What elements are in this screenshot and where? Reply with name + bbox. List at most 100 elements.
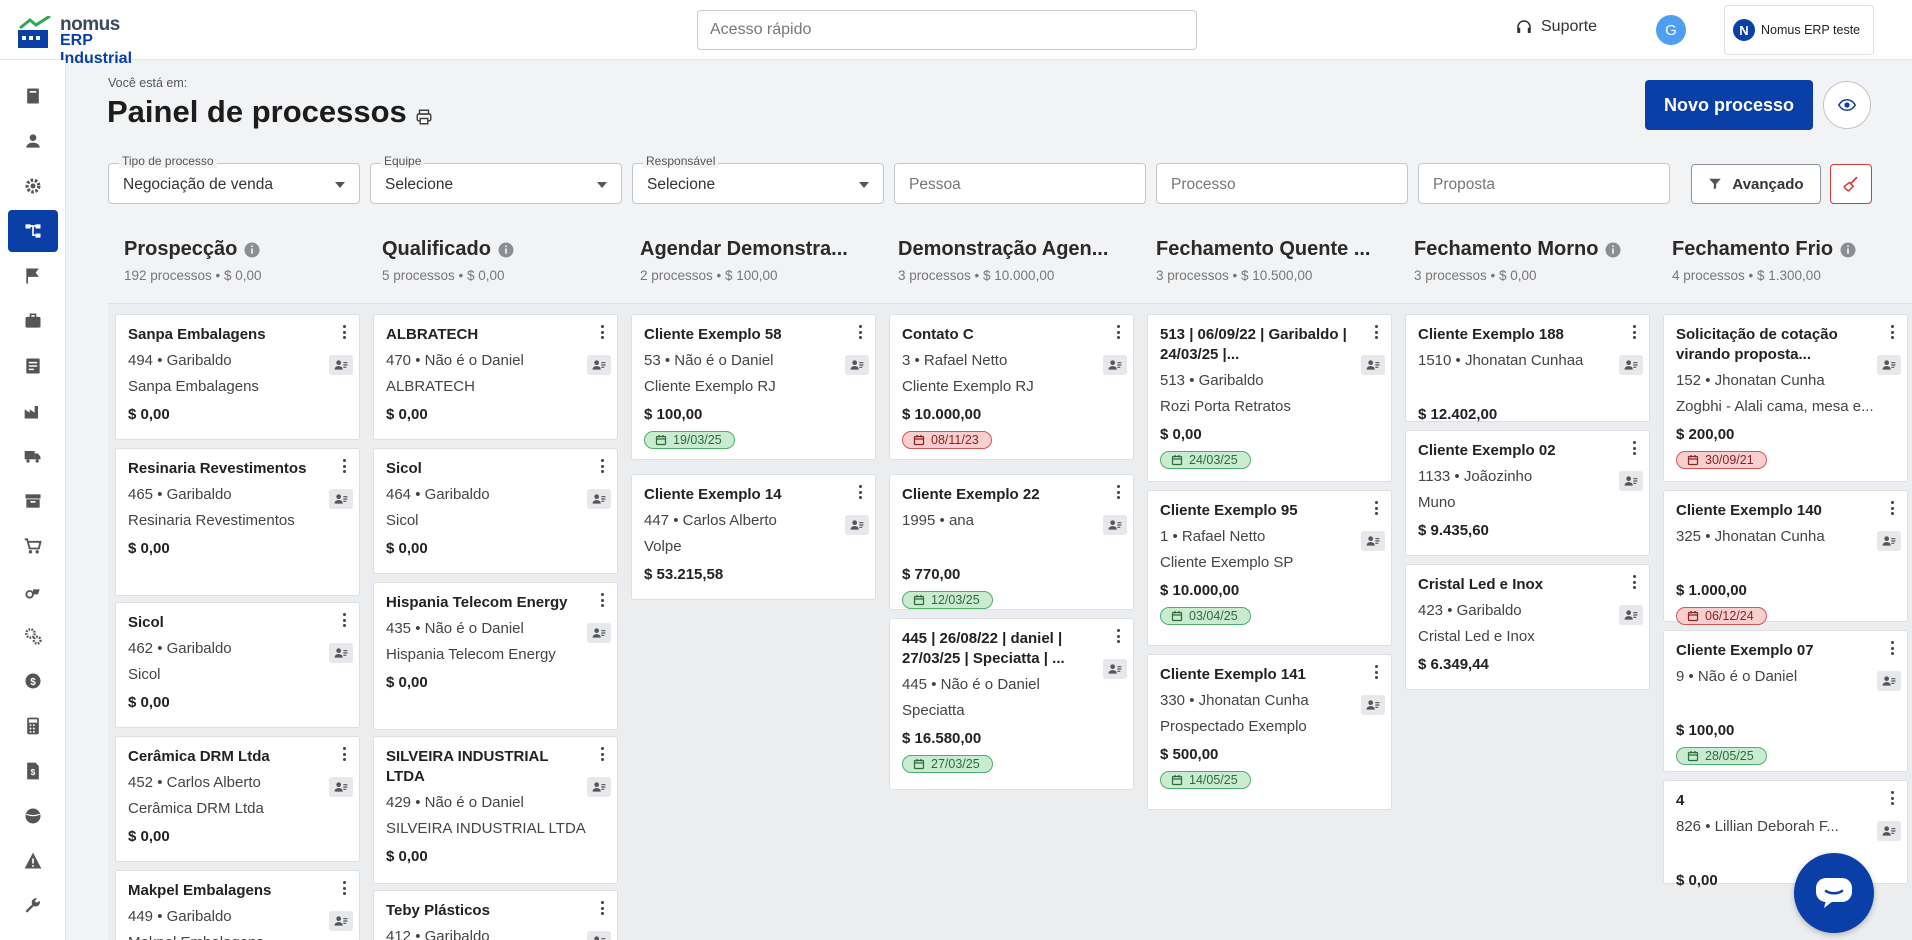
- process-card[interactable]: Sanpa Embalagens 494 • Garibaldo Sanpa Emb…: [115, 314, 360, 440]
- card-menu-icon[interactable]: [337, 745, 351, 763]
- assign-user-icon[interactable]: [587, 777, 611, 797]
- process-card[interactable]: Sicol 462 • Garibaldo Sicol $ 0,00: [115, 602, 360, 728]
- card-menu-icon[interactable]: [595, 457, 609, 475]
- card-menu-icon[interactable]: [1369, 663, 1383, 681]
- sidebar-item-agriculture[interactable]: [8, 570, 58, 612]
- sidebar-item-document-list[interactable]: [8, 345, 58, 387]
- company-selector[interactable]: N Nomus ERP teste: [1724, 5, 1874, 55]
- process-card[interactable]: SILVEIRA INDUSTRIAL LTDA 429 • Não é o Da…: [373, 736, 618, 884]
- sidebar-item-calculator[interactable]: [8, 705, 58, 747]
- card-menu-icon[interactable]: [1885, 789, 1899, 807]
- sidebar-item-warning[interactable]: [8, 840, 58, 882]
- info-icon[interactable]: [1839, 241, 1857, 259]
- process-card[interactable]: Cliente Exemplo 140 325 • Jhonatan Cunha $…: [1663, 490, 1908, 625]
- process-card[interactable]: Cliente Exemplo 95 1 • Rafael Netto Client…: [1147, 490, 1392, 646]
- assign-user-icon[interactable]: [1361, 531, 1385, 551]
- process-card[interactable]: ALBRATECH 470 • Não é o Daniel ALBRATECH $ …: [373, 314, 618, 440]
- visibility-button[interactable]: [1823, 81, 1871, 129]
- proposal-input[interactable]: Proposta: [1418, 163, 1670, 204]
- sidebar-item-shopping-cart[interactable]: [8, 525, 58, 567]
- sidebar-item-wrench[interactable]: [8, 885, 58, 927]
- process-card[interactable]: 445 | 26/08/22 | daniel | 27/03/25 | Spe…: [889, 618, 1134, 790]
- print-icon[interactable]: [415, 108, 433, 126]
- assign-user-icon[interactable]: [1103, 355, 1127, 375]
- advanced-filter-button[interactable]: Avançado: [1691, 164, 1821, 204]
- assign-user-icon[interactable]: [587, 355, 611, 375]
- nomus-logo[interactable]: nomus ERP Industrial: [18, 12, 168, 67]
- card-menu-icon[interactable]: [337, 323, 351, 341]
- clear-filters-button[interactable]: [1830, 164, 1872, 204]
- sidebar-item-globe[interactable]: [8, 795, 58, 837]
- assign-user-icon[interactable]: [1619, 355, 1643, 375]
- support-link[interactable]: Suporte: [1515, 18, 1597, 36]
- sidebar-item-process-flow[interactable]: [8, 210, 58, 252]
- sidebar-item-book[interactable]: [8, 75, 58, 117]
- sidebar-item-dollar-circle[interactable]: $: [8, 660, 58, 702]
- process-card[interactable]: Solicitação de cotação virando proposta.…: [1663, 314, 1908, 482]
- card-menu-icon[interactable]: [1885, 323, 1899, 341]
- assign-user-icon[interactable]: [329, 911, 353, 931]
- assign-user-icon[interactable]: [587, 623, 611, 643]
- info-icon[interactable]: [497, 241, 515, 259]
- assign-user-icon[interactable]: [587, 931, 611, 940]
- sidebar-item-briefcase[interactable]: [8, 300, 58, 342]
- card-menu-icon[interactable]: [1111, 323, 1125, 341]
- assign-user-icon[interactable]: [329, 777, 353, 797]
- responsible-select[interactable]: Responsável Selecione: [632, 154, 884, 204]
- sidebar-item-gears[interactable]: [8, 615, 58, 657]
- process-card[interactable]: Resinaria Revestimentos 465 • Garibaldo Re…: [115, 448, 360, 596]
- card-menu-icon[interactable]: [595, 591, 609, 609]
- process-card[interactable]: Cliente Exemplo 141 330 • Jhonatan Cunha P…: [1147, 654, 1392, 810]
- process-input[interactable]: Processo: [1156, 163, 1408, 204]
- card-menu-icon[interactable]: [1369, 323, 1383, 341]
- process-type-select[interactable]: Tipo de processo Negociação de venda: [108, 154, 360, 204]
- card-menu-icon[interactable]: [1627, 439, 1641, 457]
- card-menu-icon[interactable]: [853, 483, 867, 501]
- assign-user-icon[interactable]: [1619, 471, 1643, 491]
- card-menu-icon[interactable]: [853, 323, 867, 341]
- person-input[interactable]: Pessoa: [894, 163, 1146, 204]
- assign-user-icon[interactable]: [1103, 659, 1127, 679]
- assign-user-icon[interactable]: [329, 355, 353, 375]
- assign-user-icon[interactable]: [845, 515, 869, 535]
- card-menu-icon[interactable]: [1627, 323, 1641, 341]
- process-card[interactable]: 4 826 • Lillian Deborah F... $ 0,00: [1663, 780, 1908, 889]
- process-card[interactable]: Cliente Exemplo 22 1995 • ana $ 770,00 12/0…: [889, 474, 1134, 610]
- sidebar-item-archive-box[interactable]: [8, 480, 58, 522]
- assign-user-icon[interactable]: [1103, 515, 1127, 535]
- sidebar-item-factory[interactable]: [8, 390, 58, 432]
- assign-user-icon[interactable]: [1877, 355, 1901, 375]
- chat-support-button[interactable]: [1794, 853, 1874, 933]
- assign-user-icon[interactable]: [587, 489, 611, 509]
- sidebar-item-invoice-dollar[interactable]: $: [8, 750, 58, 792]
- process-card[interactable]: Cliente Exemplo 188 1510 • Jhonatan Cunha…: [1405, 314, 1650, 423]
- process-card[interactable]: 513 | 06/09/22 | Garibaldo | 24/03/25 |.…: [1147, 314, 1392, 482]
- quick-access-input[interactable]: Acesso rápido: [697, 10, 1197, 50]
- card-menu-icon[interactable]: [1885, 639, 1899, 657]
- sidebar-item-flag-check[interactable]: [8, 255, 58, 297]
- card-menu-icon[interactable]: [1111, 627, 1125, 645]
- team-select[interactable]: Equipe Selecione: [370, 154, 622, 204]
- card-menu-icon[interactable]: [337, 611, 351, 629]
- sidebar-item-delivery-truck[interactable]: [8, 435, 58, 477]
- card-menu-icon[interactable]: [595, 899, 609, 917]
- new-process-button[interactable]: Novo processo: [1645, 80, 1813, 130]
- process-card[interactable]: Cliente Exemplo 07 9 • Não é o Daniel $ 10…: [1663, 630, 1908, 772]
- process-card[interactable]: Cliente Exemplo 14 447 • Carlos Alberto Vo…: [631, 474, 876, 600]
- process-card[interactable]: Cristal Led e Inox 423 • Garibaldo Cristal…: [1405, 564, 1650, 690]
- assign-user-icon[interactable]: [1619, 605, 1643, 625]
- assign-user-icon[interactable]: [1877, 531, 1901, 551]
- card-menu-icon[interactable]: [1627, 573, 1641, 591]
- assign-user-icon[interactable]: [845, 355, 869, 375]
- card-menu-icon[interactable]: [595, 323, 609, 341]
- card-menu-icon[interactable]: [1111, 483, 1125, 501]
- process-card[interactable]: Cerâmica DRM Ltda 452 • Carlos Alberto Cer…: [115, 736, 360, 862]
- process-card[interactable]: Makpel Embalagens 449 • Garibaldo Makpel E…: [115, 870, 360, 940]
- assign-user-icon[interactable]: [329, 643, 353, 663]
- assign-user-icon[interactable]: [1877, 671, 1901, 691]
- info-icon[interactable]: [243, 241, 261, 259]
- process-card[interactable]: Cliente Exemplo 58 53 • Não é o Daniel Cli…: [631, 314, 876, 460]
- sidebar-item-person[interactable]: [8, 120, 58, 162]
- card-menu-icon[interactable]: [337, 879, 351, 897]
- user-avatar[interactable]: G: [1656, 15, 1686, 45]
